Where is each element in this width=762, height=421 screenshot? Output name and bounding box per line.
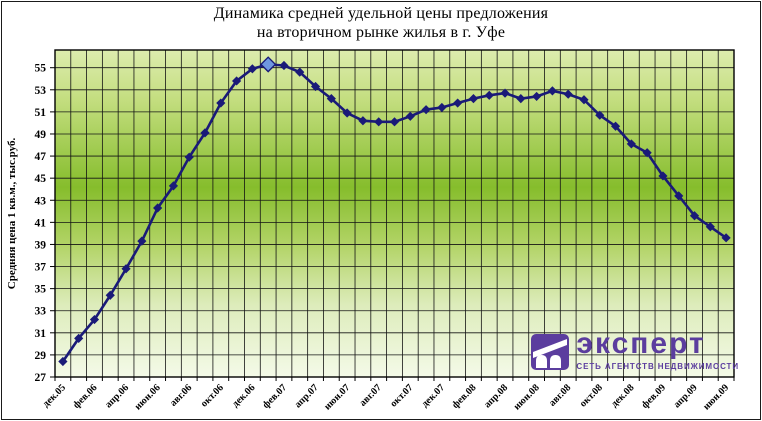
- x-axis-tick-label: фев.06: [71, 382, 99, 410]
- x-axis-tick-label: июн.07: [322, 382, 352, 412]
- plot-border: [54, 49, 735, 378]
- y-axis-tick-label: 45: [35, 173, 47, 185]
- x-axis-tick-label: дек.08: [609, 382, 636, 409]
- data-point: [437, 102, 447, 113]
- x-axis-tick-label: дек.07: [420, 382, 447, 409]
- expert-logo-icon: [531, 334, 570, 370]
- y-axis-tick-label: 39: [35, 239, 47, 251]
- x-axis-tick-label: апр.09: [672, 382, 700, 410]
- x-axis-tick-label: июн.08: [512, 382, 542, 412]
- data-point: [168, 181, 179, 191]
- x-axis-tick-label: окт.06: [199, 382, 226, 409]
- data-point: [610, 121, 621, 131]
- data-point: [74, 333, 84, 343]
- data-point: [231, 76, 242, 86]
- data-point: [405, 111, 415, 121]
- expert-logo-subtitle: СЕТЬ АГЕНТСТВ НЕДВИЖИМОСТИ: [576, 361, 739, 371]
- data-point: [279, 60, 289, 71]
- data-point: [358, 116, 368, 126]
- data-point: [89, 314, 100, 325]
- data-point: [595, 110, 605, 120]
- data-point: [579, 95, 589, 105]
- x-axis-tick-label: фев.09: [640, 382, 668, 410]
- x-axis-tick-label: авг.08: [547, 382, 573, 408]
- data-point: [342, 108, 352, 118]
- x-axis-tick-label: авг.06: [168, 382, 194, 408]
- data-point: [642, 148, 652, 158]
- data-point: [563, 89, 573, 99]
- data-point: [674, 191, 684, 201]
- y-axis-tick-label: 53: [35, 85, 47, 97]
- data-point: [547, 86, 558, 96]
- y-axis-tick-label: 51: [35, 107, 47, 119]
- data-point: [247, 64, 257, 74]
- data-point: [58, 356, 68, 367]
- x-axis-tick-label: дек.05: [41, 382, 68, 409]
- x-axis-tick-label: апр.07: [293, 382, 321, 410]
- data-point: [453, 98, 463, 108]
- data-point: [658, 171, 668, 181]
- data-point: [421, 105, 431, 115]
- y-axis-tick-label: 43: [35, 195, 47, 207]
- data-point: [184, 152, 194, 162]
- data-point: [121, 264, 131, 274]
- y-axis-tick-label: 55: [35, 63, 47, 75]
- expert-logo-text: эксперт: [576, 327, 706, 360]
- y-axis-tick-label: 49: [35, 129, 47, 141]
- data-point: [326, 94, 336, 104]
- data-point: [626, 139, 636, 149]
- chart-title-line2: на вторичном рынке жилья в г. Уфе: [256, 24, 506, 41]
- data-point: [153, 203, 163, 213]
- y-axis-tick-label: 33: [35, 306, 47, 318]
- y-axis-tick-label: 47: [35, 151, 47, 163]
- x-axis-tick-label: апр.08: [482, 382, 510, 410]
- x-axis-tick-label: авг.07: [357, 382, 383, 408]
- data-point: [310, 81, 321, 92]
- data-point: [705, 222, 715, 232]
- data-point: [137, 236, 147, 246]
- expert-logo: эксперт СЕТЬ АГЕНТСТВ НЕДВИЖИМОСТИ: [530, 327, 739, 372]
- y-axis-tick-label: 31: [35, 328, 47, 340]
- data-point: [516, 94, 526, 104]
- x-axis-tick-label: июн.09: [701, 382, 731, 412]
- y-axis-title: Средняя цена 1 кв.м., тыс.руб.: [6, 138, 18, 290]
- y-axis-tick-label: 35: [35, 284, 47, 296]
- x-axis-tick-label: окт.08: [578, 382, 605, 409]
- y-axis-tick-label: 41: [35, 217, 47, 229]
- data-point: [295, 67, 305, 77]
- y-axis-tick-label: 37: [35, 262, 47, 274]
- data-point: [484, 90, 494, 100]
- chart-title-line1: Динамика средней удельной цены предложен…: [213, 5, 549, 22]
- data-point: [532, 91, 542, 102]
- data-point: [200, 128, 210, 138]
- highlighted-data-point: [259, 56, 277, 73]
- plot-area: [55, 50, 734, 377]
- data-point: [500, 88, 510, 98]
- x-axis-tick-label: июн.06: [133, 382, 163, 412]
- data-point: [105, 290, 115, 300]
- x-axis-tick-label: дек.06: [230, 382, 257, 409]
- x-axis-tick-label: фев.08: [450, 382, 478, 410]
- data-point: [216, 98, 226, 108]
- x-axis-tick-label: окт.07: [388, 382, 415, 409]
- data-point: [468, 94, 479, 104]
- x-axis-tick-label: апр.06: [103, 382, 131, 410]
- data-point: [721, 233, 731, 243]
- data-point: [374, 117, 384, 127]
- x-axis-tick-label: фев.07: [261, 382, 289, 410]
- data-point: [389, 117, 400, 127]
- y-axis-tick-label: 29: [35, 350, 47, 362]
- data-point: [689, 211, 700, 221]
- y-axis-tick-label: 27: [35, 372, 47, 384]
